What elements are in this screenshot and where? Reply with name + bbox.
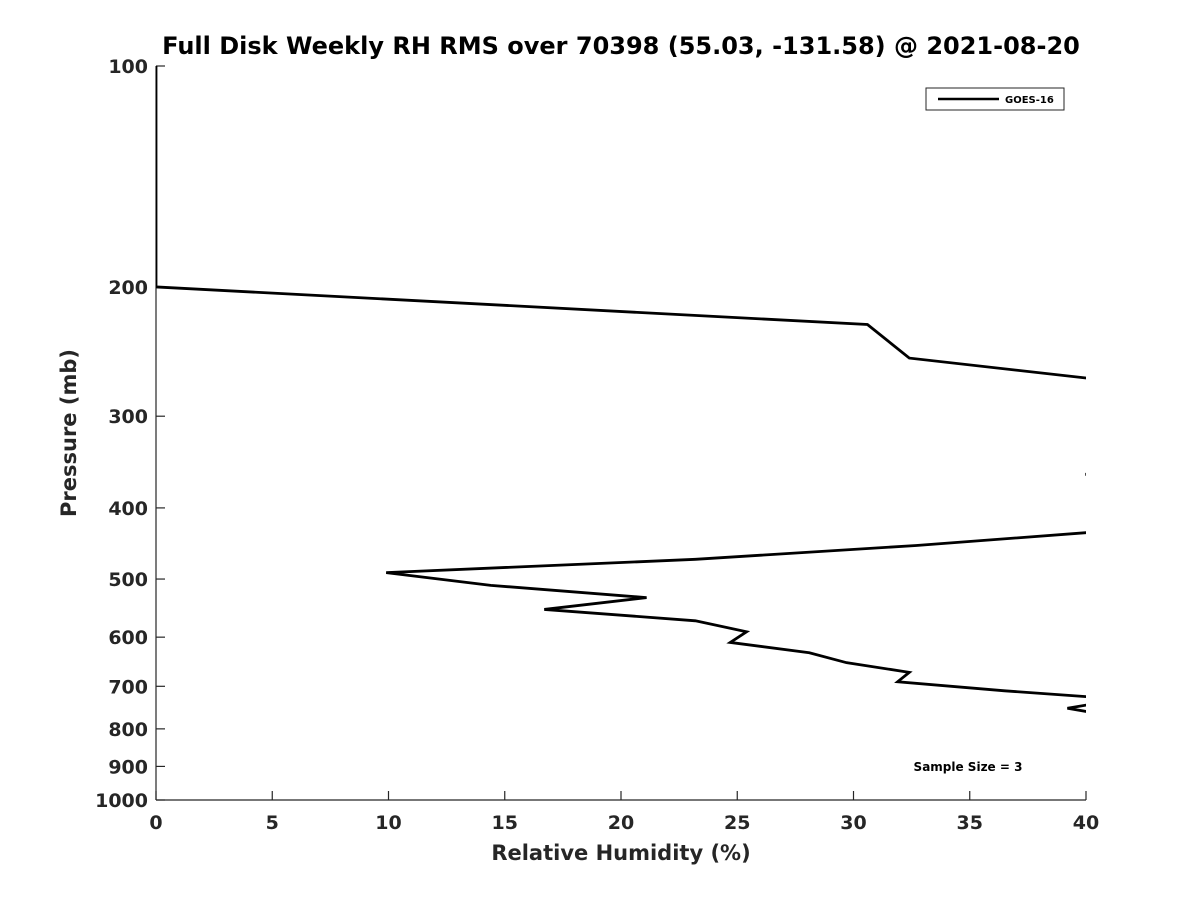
series-line-goes-16-segment-2 xyxy=(386,531,1086,699)
chart-title: Full Disk Weekly RH RMS over 70398 (55.0… xyxy=(162,32,1080,60)
series-line-goes-16-segment-3 xyxy=(1067,703,1086,713)
y-tick-label: 500 xyxy=(108,569,148,591)
y-tick-label: 200 xyxy=(108,277,148,299)
x-tick-label: 20 xyxy=(608,812,634,834)
series-line-goes-16-segment-0 xyxy=(156,66,1086,380)
x-tick-label: 10 xyxy=(375,812,401,834)
series-layer xyxy=(156,66,1086,713)
y-tick-label: 300 xyxy=(108,406,148,428)
x-tick-label: 0 xyxy=(149,812,162,834)
x-tick-label: 40 xyxy=(1073,812,1099,834)
legend: GOES-16 xyxy=(925,87,1065,111)
y-ticks: 100 200 300 400 500 600 700 800 900 1000 xyxy=(95,56,165,812)
y-tick-label: 600 xyxy=(108,627,148,649)
sample-size-annotation: Sample Size = 3 xyxy=(914,760,1023,774)
x-tick-label: 15 xyxy=(492,812,518,834)
x-tick-label: 25 xyxy=(724,812,750,834)
y-tick-label: 100 xyxy=(108,56,148,78)
x-tick-label: 30 xyxy=(840,812,866,834)
y-tick-label: 400 xyxy=(108,498,148,520)
x-tick-label: 35 xyxy=(957,812,983,834)
y-axis-label: Pressure (mb) xyxy=(57,349,81,517)
y-tick-label: 700 xyxy=(108,676,148,698)
legend-entry-goes-16: GOES-16 xyxy=(1005,95,1054,106)
x-axis-label: Relative Humidity (%) xyxy=(491,841,750,865)
y-tick-label: 1000 xyxy=(95,790,148,812)
x-tick-label: 5 xyxy=(266,812,279,834)
x-ticks: 0 5 10 15 20 25 30 35 40 xyxy=(149,791,1099,834)
y-tick-label: 800 xyxy=(108,719,148,741)
y-tick-label: 900 xyxy=(108,756,148,778)
